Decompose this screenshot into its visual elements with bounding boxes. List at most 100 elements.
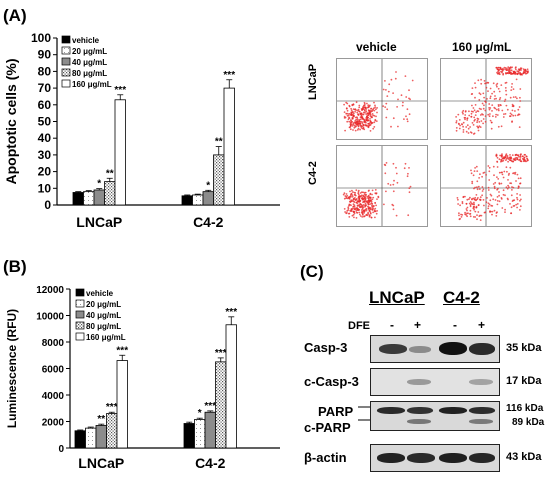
flow-dot [482,113,484,116]
bar [204,411,216,449]
flow-dot [494,107,497,110]
flow-dot [481,175,483,178]
flow-dot [474,82,476,84]
flow-dot [357,122,359,125]
flow-dot [369,119,372,122]
flow-dot [355,121,358,124]
flow-dot [371,202,374,205]
flow-dot [509,182,511,184]
flow-dot [519,194,521,196]
flow-dot [504,113,507,115]
flow-dot [395,166,397,169]
flow-dot [362,191,365,194]
flow-dot [494,199,497,201]
flow-dot [483,96,485,99]
flow-dot [350,208,353,211]
significance-label: ** [106,168,114,179]
flow-dot [358,106,361,109]
flow-dot [478,125,481,127]
flow-dot [505,89,507,92]
flow-dot [387,90,390,93]
flow-dot [470,110,473,113]
flow-dot [517,71,520,73]
flow-dot [349,125,352,127]
flow-dot [466,124,469,127]
legend-swatch [61,35,71,44]
flow-dot [474,167,476,169]
category-label: C4-2 [193,214,224,230]
flow-dot [523,159,526,162]
flow-dot [471,180,474,183]
flow-dot [495,212,498,214]
flow-dot [373,209,376,211]
flow-dot [482,199,485,201]
flow-scatter [441,146,531,226]
flow-dot [474,196,477,199]
flow-dot [464,195,466,198]
flow-dot [488,179,491,181]
flow-dot [479,93,482,96]
flow-dot [458,127,461,130]
legend-label: 40 μg/mL [86,311,121,320]
flow-dot [368,123,370,125]
legend-label: 160 μg/mL [72,80,112,89]
flow-dot [506,69,509,71]
flow-dot [369,211,372,214]
flow-dot [466,206,469,209]
flow-dot [472,133,475,135]
flow-dot [392,92,394,94]
flow-dot [366,115,368,118]
flow-dot [365,121,367,124]
flow-dot [344,211,346,213]
flow-dot [344,195,347,197]
legend-swatch [61,46,71,55]
flow-dot [517,187,520,189]
y-tick-label: 8000 [42,338,65,349]
flow-dot [364,111,366,114]
flow-dot [514,110,516,112]
flow-dot [406,120,409,123]
flow-dot [361,198,364,201]
flow-dot [471,104,473,107]
flow-dot [484,100,486,103]
y-tick-label: 6000 [42,365,65,376]
flow-dot [364,205,366,207]
flow-dot [474,114,477,116]
flow-dot [511,105,514,108]
flow-dot [474,86,477,89]
flow-dot [506,187,509,190]
flow-dot [384,106,387,108]
flow-dot [400,94,403,97]
flow-dot [479,126,482,128]
flow-dot [515,73,518,75]
flow-dot [500,70,502,73]
flow-dot [371,189,374,192]
blot-strip-parp [370,401,500,431]
flow-dot [462,195,465,198]
flow-dot [508,67,511,69]
flow-dot [495,113,497,116]
flow-dot [526,71,529,74]
flow-dot [350,195,352,198]
flow-dot [397,98,399,101]
flow-dot [511,109,514,112]
flow-dot [497,187,499,190]
flow-dot [366,117,369,120]
flow-dot [361,212,364,215]
flow-dot [469,209,472,212]
bar [106,413,118,449]
flow-dot [504,211,506,213]
flow-dot [518,155,520,158]
flow-dot [357,196,360,198]
flow-dot [467,212,469,215]
flow-dot [344,129,346,132]
flow-dot [480,108,482,111]
flow-dot [363,108,366,111]
flow-dot [366,119,369,122]
flow-dot [376,210,378,212]
legend-label: 160 μg/mL [86,333,126,342]
flow-dot [346,197,349,200]
flow-dot [359,215,362,217]
flow-dot [500,160,502,163]
flow-dot [469,126,471,128]
